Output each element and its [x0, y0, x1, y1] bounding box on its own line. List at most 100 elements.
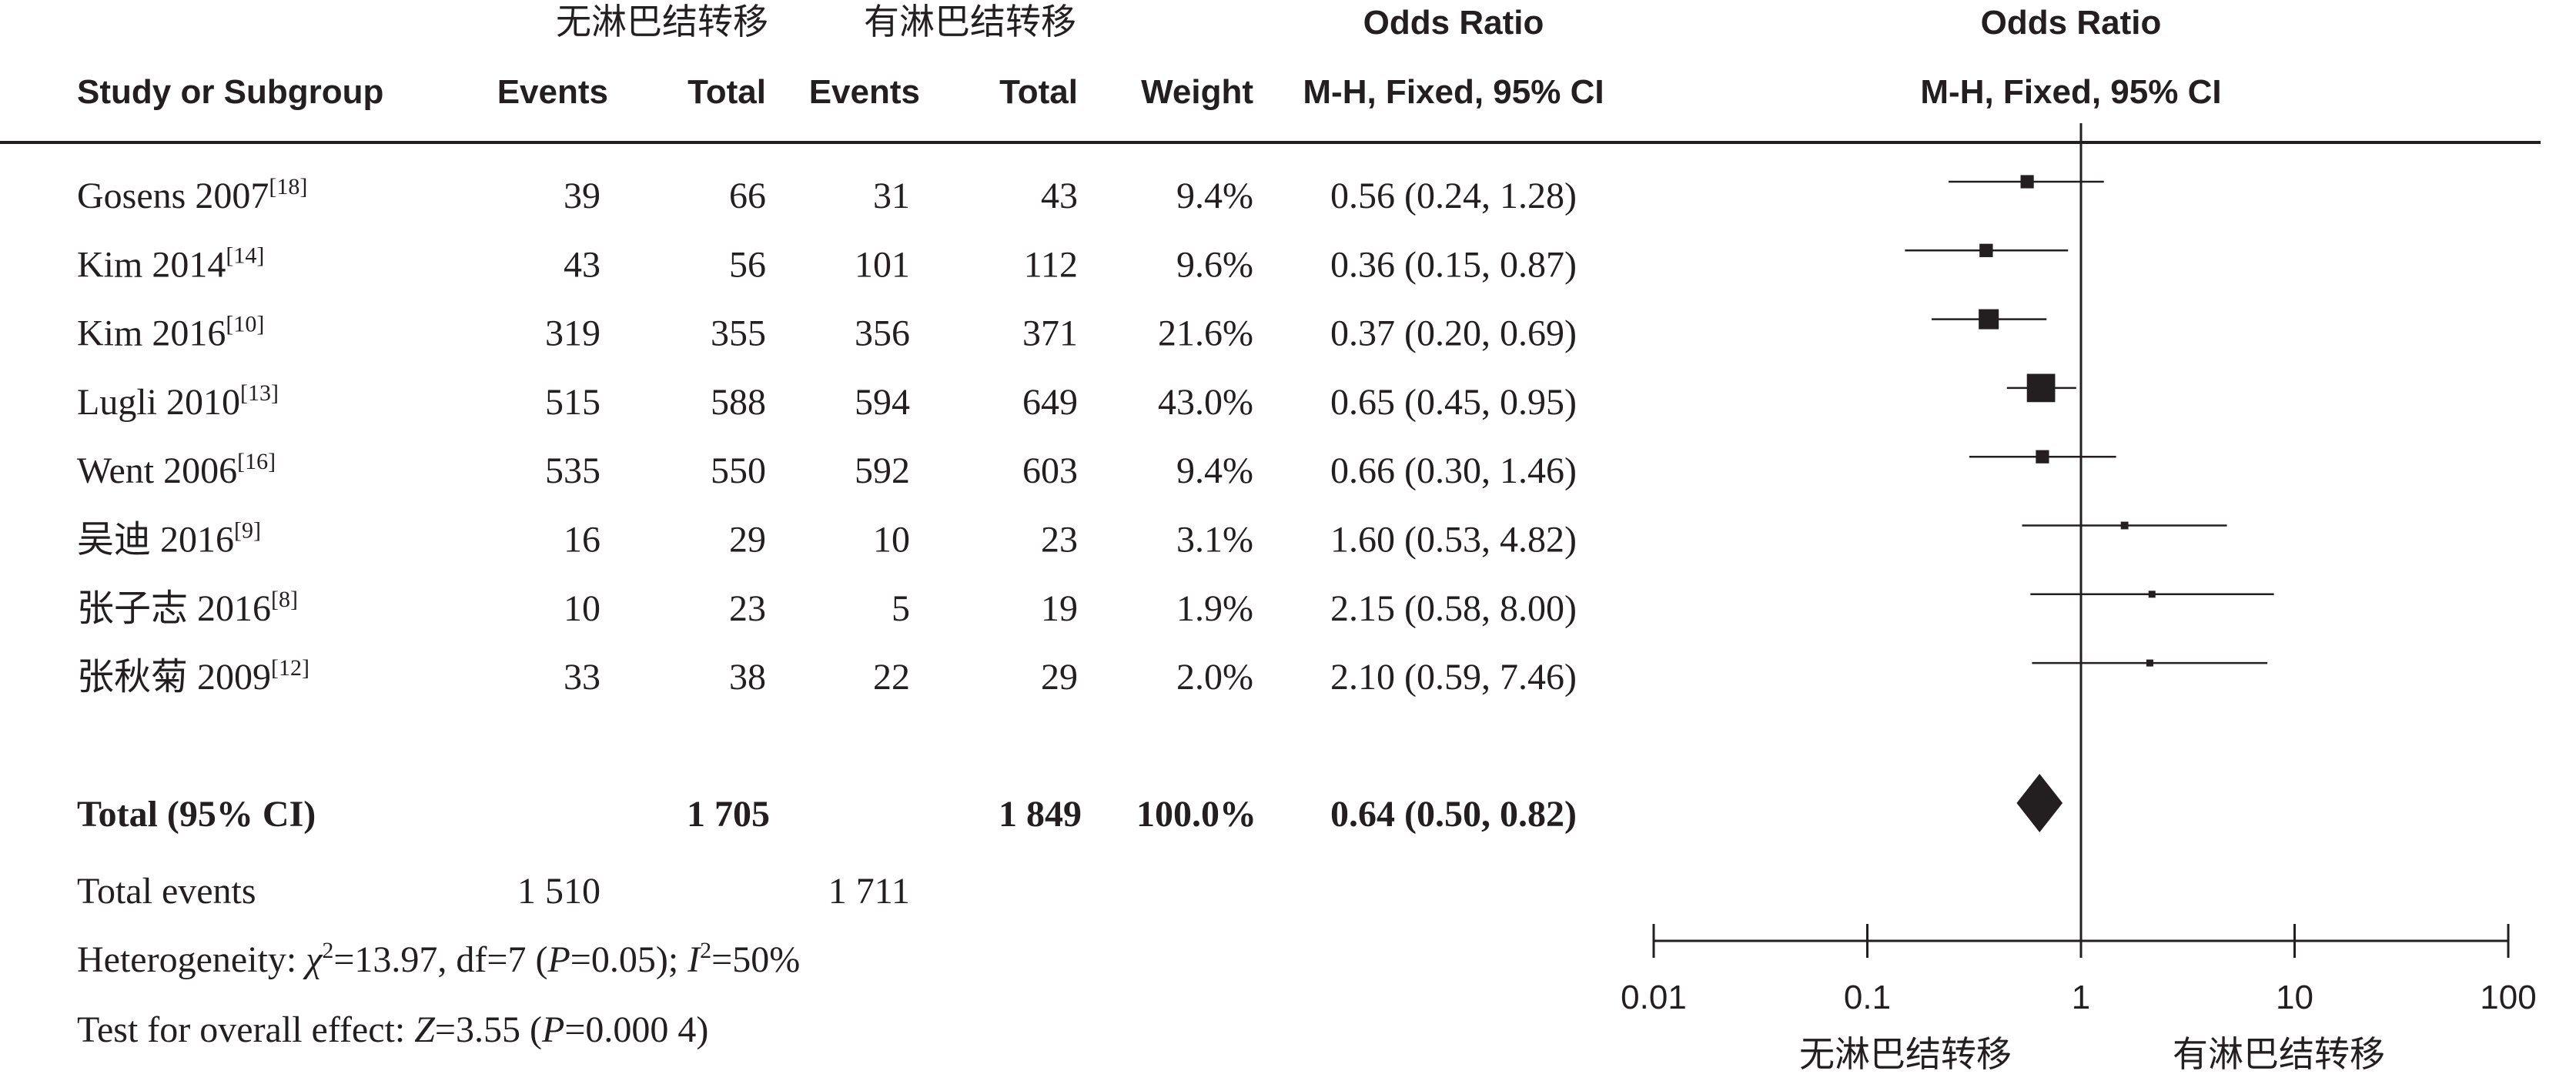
study-row: Went 2006[16] 535 550 592 603 9.4% 0.66 (0.30,… — [77, 449, 1577, 491]
study-total1: 38 — [729, 657, 766, 698]
study-point-square — [1979, 309, 1999, 330]
or-method-plot: M-H, Fixed, 95% CI — [1920, 73, 2221, 111]
study-point-square — [2026, 373, 2056, 403]
col-study-header: Study or Subgroup — [77, 73, 383, 111]
col-events1-header: Events — [497, 73, 608, 111]
study-events2: 594 — [855, 382, 910, 423]
col-total1-header: Total — [687, 73, 766, 111]
study-events1: 39 — [564, 176, 601, 216]
study-events2: 356 — [855, 313, 910, 354]
total-total1: 1 705 — [687, 794, 770, 835]
x-tick-label: 1 — [2072, 979, 2090, 1016]
study-events1: 16 — [564, 520, 601, 561]
study-point-square — [2148, 591, 2156, 598]
study-name: 吴迪 2016[9] — [77, 518, 261, 561]
study-or-text: 2.10 (0.59, 7.46) — [1330, 657, 1577, 698]
study-total1: 23 — [729, 588, 766, 629]
study-row: Kim 2016[10] 319 355 356 371 21.6% 0.37 (0.20,… — [77, 312, 1577, 354]
study-events1: 43 — [564, 244, 601, 285]
study-or-text: 0.66 (0.30, 1.46) — [1330, 450, 1577, 491]
study-events2: 31 — [873, 176, 910, 216]
study-row: 吴迪 2016[9] 16 29 10 23 3.1% 1.60 (0.53, 4.82) — [77, 518, 1577, 561]
study-weight: 43.0% — [1158, 382, 1253, 423]
col-total2-header: Total — [999, 73, 1078, 111]
study-total2: 23 — [1041, 520, 1078, 561]
study-total1: 588 — [711, 382, 766, 423]
group2-header: 有淋巴结转移 — [864, 1, 1076, 42]
x-tick-label: 0.01 — [1621, 979, 1687, 1016]
study-name: 张秋菊 2009[12] — [77, 655, 309, 698]
study-or-text: 0.37 (0.20, 0.69) — [1330, 313, 1577, 354]
study-total2: 29 — [1041, 657, 1078, 698]
total-events1: 1 510 — [517, 871, 601, 912]
study-events2: 101 — [855, 244, 910, 285]
study-events2: 22 — [873, 657, 910, 698]
study-point-square — [2020, 175, 2034, 189]
total-total2: 1 849 — [999, 794, 1082, 835]
or-method-table: M-H, Fixed, 95% CI — [1303, 73, 1604, 111]
overall-effect-text: Test for overall effect: Z=3.55 (P=0.000… — [77, 1009, 708, 1050]
study-point-square — [1979, 243, 1993, 257]
favours-right-label: 有淋巴结转移 — [2173, 1033, 2385, 1075]
study-events2: 5 — [892, 588, 910, 629]
total-events-label: Total events — [77, 871, 256, 912]
study-weight: 3.1% — [1176, 520, 1253, 561]
study-name: Kim 2016[10] — [77, 312, 264, 354]
axis-tick-labels: 0.01 0.1 1 10 100 — [1621, 979, 2537, 1016]
study-total2: 43 — [1041, 176, 1078, 216]
study-point-square — [2146, 659, 2153, 667]
study-or-text: 0.65 (0.45, 0.95) — [1330, 382, 1577, 423]
study-or-text: 0.56 (0.24, 1.28) — [1330, 176, 1577, 216]
study-name: Went 2006[16] — [77, 449, 276, 491]
study-total1: 355 — [711, 313, 766, 354]
x-tick-label: 0.1 — [1844, 979, 1891, 1016]
study-point-square — [2120, 521, 2129, 530]
study-rows: Gosens 2007[18] 39 66 31 43 9.4% 0.56 (0.24, 1… — [77, 174, 1577, 698]
study-weight: 1.9% — [1176, 588, 1253, 629]
study-row: Lugli 2010[13] 515 588 594 649 43.0% 0.65 (0.4… — [77, 380, 1577, 423]
heterogeneity-text: Heterogeneity: χ2=13.97, df=7 (P=0.05); … — [77, 938, 800, 980]
study-name: Gosens 2007[18] — [77, 174, 307, 216]
total-weight: 100.0% — [1136, 794, 1256, 835]
or-title-table: Odds Ratio — [1363, 4, 1544, 42]
study-name: Lugli 2010[13] — [77, 380, 279, 423]
study-weight: 21.6% — [1158, 313, 1253, 354]
study-total1: 66 — [729, 176, 766, 216]
total-events2: 1 711 — [828, 871, 910, 912]
study-events1: 319 — [545, 313, 601, 354]
x-tick-label: 100 — [2480, 979, 2536, 1016]
study-events1: 515 — [545, 382, 601, 423]
total-label: Total (95% CI) — [77, 794, 316, 835]
study-total2: 649 — [1022, 382, 1078, 423]
study-events1: 33 — [564, 657, 601, 698]
study-weight: 9.4% — [1176, 176, 1253, 216]
favours-left-label: 无淋巴结转移 — [1799, 1033, 2012, 1075]
study-total1: 56 — [729, 244, 766, 285]
study-weight: 9.6% — [1176, 244, 1253, 285]
study-row: Kim 2014[14] 43 56 101 112 9.6% 0.36 (0.15, 0.… — [77, 243, 1577, 285]
study-total2: 603 — [1022, 450, 1078, 491]
study-total1: 550 — [711, 450, 766, 491]
x-tick-label: 10 — [2276, 979, 2313, 1016]
study-or-text: 0.36 (0.15, 0.87) — [1330, 244, 1577, 285]
pooled-diamond — [2016, 774, 2063, 832]
col-events2-header: Events — [809, 73, 920, 111]
study-row: 张秋菊 2009[12] 33 38 22 29 2.0% 2.10 (0.59, 7.46… — [77, 655, 1577, 698]
study-events2: 592 — [855, 450, 910, 491]
study-total2: 19 — [1041, 588, 1078, 629]
study-weight: 2.0% — [1176, 657, 1253, 698]
study-events2: 10 — [873, 520, 910, 561]
study-point-square — [2036, 450, 2049, 464]
study-total2: 371 — [1022, 313, 1078, 354]
total-row: Total (95% CI) 1 705 1 849 100.0% 0.64 (… — [77, 794, 1577, 835]
study-row: 张子志 2016[8] 10 23 5 19 1.9% 2.15 (0.58, 8.00) — [77, 587, 1577, 629]
study-or-text: 1.60 (0.53, 4.82) — [1330, 520, 1577, 561]
study-events1: 10 — [564, 588, 601, 629]
study-events1: 535 — [545, 450, 601, 491]
study-name: Kim 2014[14] — [77, 243, 264, 285]
group1-header: 无淋巴结转移 — [556, 1, 768, 42]
study-weight: 9.4% — [1176, 450, 1253, 491]
plot-area — [1652, 123, 2510, 958]
study-or-text: 2.15 (0.58, 8.00) — [1330, 588, 1577, 629]
